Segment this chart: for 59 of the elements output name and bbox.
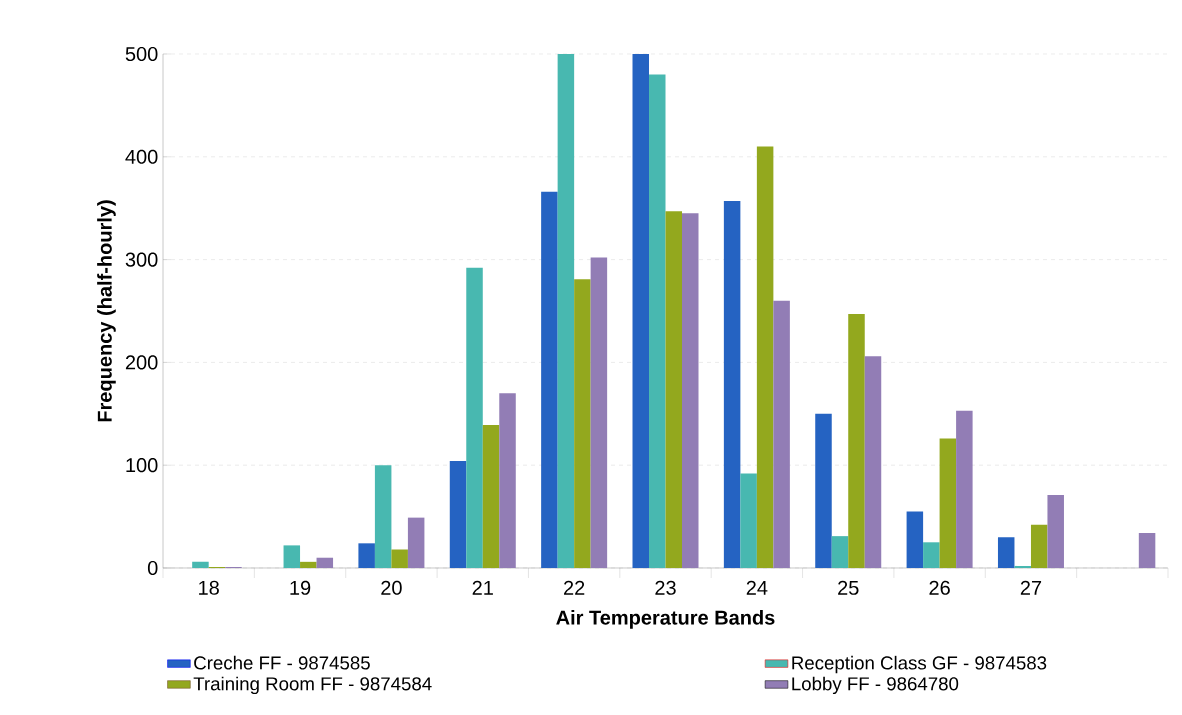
bar bbox=[815, 413, 832, 568]
bar bbox=[574, 279, 591, 568]
bar bbox=[541, 191, 558, 568]
bar bbox=[590, 257, 608, 568]
bar bbox=[723, 201, 741, 568]
bar bbox=[956, 410, 973, 568]
y-tick-label: 500 bbox=[125, 46, 158, 62]
x-tick-label: 23 bbox=[655, 580, 676, 595]
legend-label: Creche FF - 9874585 bbox=[194, 655, 370, 670]
y-tick-label: 400 bbox=[125, 149, 158, 164]
legend-label: Lobby FF - 9864780 bbox=[792, 676, 959, 695]
x-tick-label: 18 bbox=[199, 580, 219, 595]
bar bbox=[1138, 533, 1156, 568]
x-tick-label: 20 bbox=[381, 580, 402, 595]
bar bbox=[632, 54, 650, 568]
x-axis-title: Air Temperature Bands bbox=[556, 610, 775, 629]
x-tick-label: 21 bbox=[472, 580, 493, 595]
bar bbox=[374, 465, 392, 568]
bar bbox=[300, 561, 317, 568]
bar bbox=[997, 537, 1015, 568]
bar bbox=[449, 461, 467, 568]
bar bbox=[283, 545, 301, 568]
bar bbox=[682, 213, 699, 568]
bar bbox=[831, 536, 849, 568]
y-axis-title: Frequency (half-hourly) bbox=[97, 200, 116, 422]
x-tick-label: 27 bbox=[1020, 580, 1042, 595]
bar bbox=[1030, 524, 1048, 568]
bar bbox=[407, 517, 425, 568]
bar bbox=[906, 511, 924, 568]
bar bbox=[391, 549, 408, 568]
x-tick-label: 19 bbox=[290, 580, 311, 595]
y-tick-label: 100 bbox=[126, 458, 158, 473]
bar bbox=[848, 314, 865, 568]
bar bbox=[192, 561, 209, 568]
x-tick-label: 25 bbox=[838, 580, 859, 595]
x-tick-label: 26 bbox=[929, 580, 950, 595]
bar bbox=[864, 356, 882, 568]
bar bbox=[1047, 495, 1064, 568]
bar bbox=[756, 146, 774, 568]
bar bbox=[923, 542, 940, 568]
y-tick-label: 200 bbox=[125, 355, 158, 370]
bar bbox=[316, 557, 334, 568]
x-tick-label: 22 bbox=[564, 580, 585, 595]
legend-label: Reception Class GF - 9874583 bbox=[792, 655, 1047, 674]
bar bbox=[557, 54, 575, 568]
legend-label: Training Room FF - 9874584 bbox=[193, 676, 432, 695]
bar bbox=[499, 393, 516, 568]
bar bbox=[358, 543, 375, 568]
y-tick-label: 0 bbox=[147, 560, 158, 576]
bar bbox=[482, 425, 500, 568]
bar bbox=[466, 267, 483, 568]
bar bbox=[773, 300, 790, 568]
bar bbox=[649, 74, 666, 568]
bar bbox=[1014, 565, 1031, 568]
x-tick-label: 24 bbox=[746, 580, 768, 595]
y-tick-label: 300 bbox=[125, 252, 158, 267]
bar bbox=[740, 473, 757, 568]
bar bbox=[939, 438, 957, 568]
bar bbox=[665, 211, 683, 568]
